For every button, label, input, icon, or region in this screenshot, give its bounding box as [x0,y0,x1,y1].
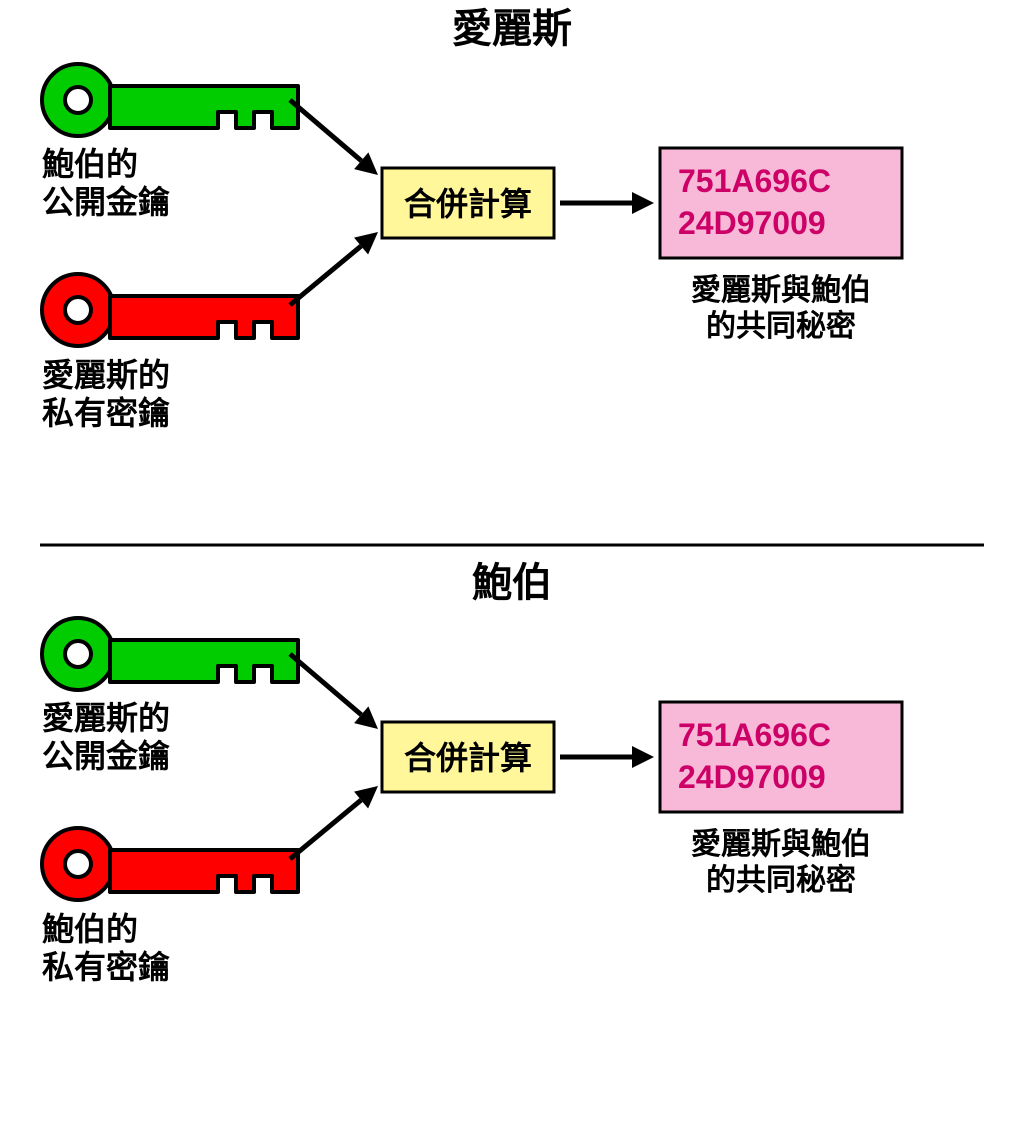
arrow [560,746,654,768]
arrow [290,654,378,729]
secret-value: 751A696C [678,163,831,199]
svg-text:公開金鑰: 公開金鑰 [42,184,170,220]
secret-label: 愛麗斯與鮑伯的共同秘密 [691,828,871,897]
public-key-label: 鮑伯的公開金鑰 [42,146,170,220]
private-key-icon [42,274,298,346]
svg-text:公開金鑰: 公開金鑰 [42,738,170,774]
secret-label: 愛麗斯與鮑伯的共同秘密 [691,274,871,343]
arrow [290,786,378,859]
public-key-icon [42,64,298,136]
svg-text:鮑伯的: 鮑伯的 [42,911,138,947]
svg-text:私有密鑰: 私有密鑰 [42,395,170,431]
private-key-label: 愛麗斯的私有密鑰 [42,357,170,431]
arrow [290,232,378,305]
private-key-icon [42,828,298,900]
arrow [290,100,378,175]
diagram-canvas: 愛麗斯鮑伯的公開金鑰愛麗斯的私有密鑰合併計算751A696C24D97009愛麗… [0,0,1024,1146]
svg-text:私有密鑰: 私有密鑰 [42,949,170,985]
svg-text:愛麗斯的: 愛麗斯的 [42,700,170,736]
svg-text:愛麗斯與鮑伯: 愛麗斯與鮑伯 [691,828,871,861]
secret-value: 751A696C [678,717,831,753]
secret-value: 24D97009 [678,759,826,795]
svg-text:愛麗斯與鮑伯: 愛麗斯與鮑伯 [691,274,871,307]
svg-text:的共同秘密: 的共同秘密 [706,309,856,343]
arrow [560,192,654,214]
private-key-label: 鮑伯的私有密鑰 [42,911,170,985]
public-key-label: 愛麗斯的公開金鑰 [42,700,170,774]
section-title: 愛麗斯 [452,7,572,51]
svg-text:愛麗斯的: 愛麗斯的 [42,357,170,393]
public-key-icon [42,618,298,690]
secret-value: 24D97009 [678,205,826,241]
compute-label: 合併計算 [404,740,532,776]
section-title: 鮑伯 [472,561,552,605]
svg-text:的共同秘密: 的共同秘密 [706,863,856,897]
svg-text:鮑伯的: 鮑伯的 [42,146,138,182]
compute-label: 合併計算 [404,186,532,222]
